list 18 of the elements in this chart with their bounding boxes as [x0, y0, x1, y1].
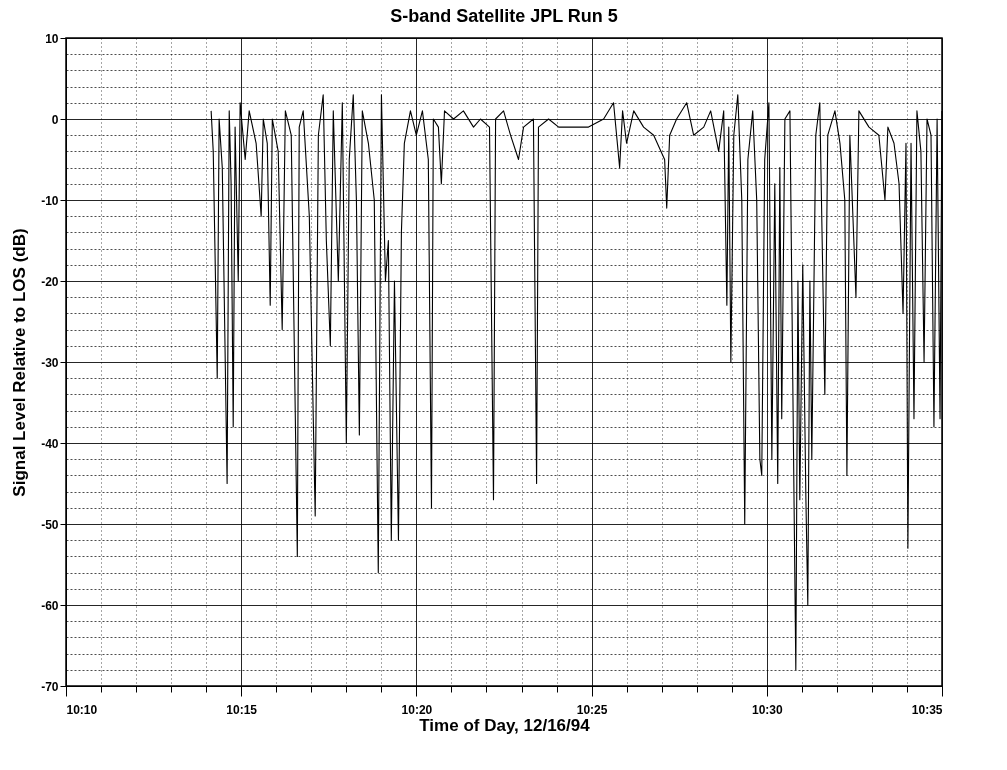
- y-tick-label: -50: [41, 517, 59, 532]
- y-tick-label: -40: [41, 436, 59, 451]
- x-axis-title: Time of Day, 12/16/94: [419, 715, 591, 735]
- chart-title: S-band Satellite JPL Run 5: [390, 6, 618, 26]
- y-tick-label: -20: [41, 274, 59, 289]
- x-tick-label: 10:15: [226, 702, 258, 717]
- x-tick-label: 10:20: [401, 702, 433, 717]
- x-tick-label: 10:35: [911, 702, 943, 717]
- y-axis-title: Signal Level Relative to LOS (dB): [10, 228, 30, 497]
- x-tick-label: 10:30: [751, 702, 783, 717]
- y-tick-label: -30: [41, 355, 59, 370]
- y-tick-label: -70: [41, 679, 59, 694]
- x-tick-label: 10:25: [576, 702, 608, 717]
- x-tick-label: 10:10: [66, 702, 98, 717]
- y-tick-label: 10: [45, 31, 59, 46]
- y-tick-label: -60: [41, 598, 59, 613]
- y-tick-label: -10: [41, 193, 59, 208]
- y-tick-label: 0: [51, 112, 59, 127]
